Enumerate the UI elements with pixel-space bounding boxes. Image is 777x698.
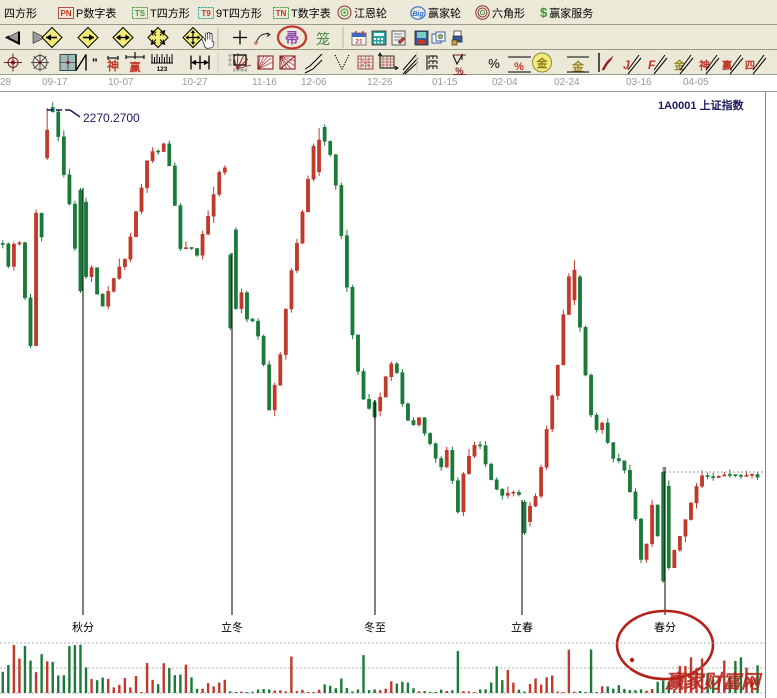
svg-text:2270.2700: 2270.2700 xyxy=(83,111,140,125)
svg-text:赢家财富网: 赢家财富网 xyxy=(664,671,763,693)
